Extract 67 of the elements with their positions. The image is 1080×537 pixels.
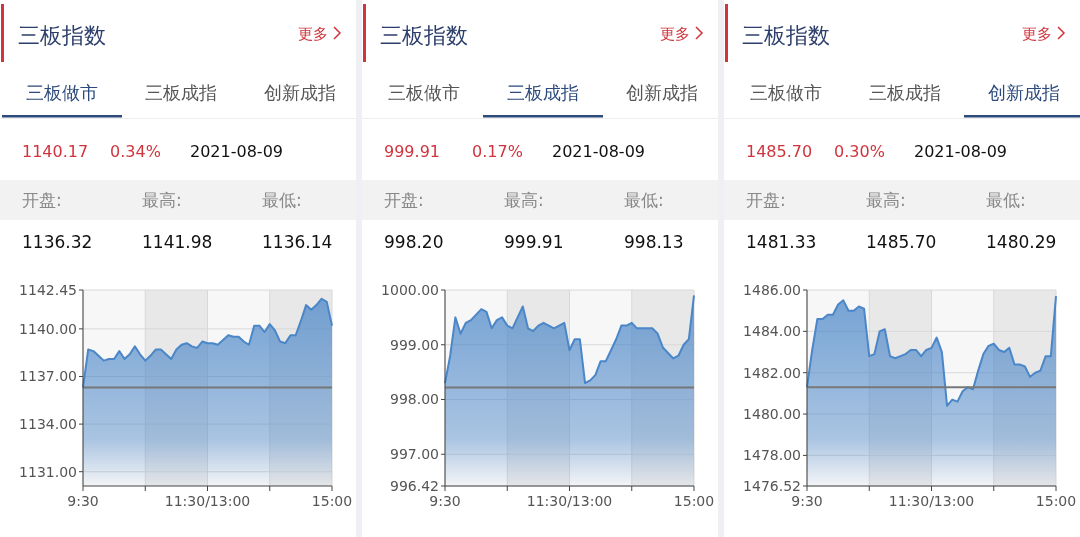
x-tick-label: 15:00	[1035, 493, 1077, 509]
text: 最低:	[262, 190, 302, 210]
text: 1480.29	[986, 232, 1057, 252]
x-tick-label: 11:30/13:00	[888, 493, 975, 509]
text: 0.34%	[110, 142, 161, 161]
text: 开盘:	[746, 190, 786, 210]
text: 更多	[1022, 25, 1052, 43]
chart-title: 三板指数	[18, 23, 106, 48]
text: 0.30%	[834, 142, 885, 161]
text: 2021-08-09	[190, 142, 283, 161]
x-tick-label: 11:30/13:00	[526, 493, 613, 509]
text: 0.17%	[472, 142, 523, 161]
text: 1141.98	[142, 232, 213, 252]
text: 998.20	[384, 232, 444, 252]
y-tick-label: 996.42	[390, 478, 439, 494]
y-tick-label: 999.00	[390, 336, 439, 353]
text: 999.91	[384, 142, 440, 161]
text: 创新成指	[264, 82, 336, 103]
x-tick-label: 15:00	[311, 493, 353, 509]
x-tick-label: 9:30	[429, 493, 461, 509]
y-tick-label: 1478.00	[743, 447, 801, 464]
text: 1140.17	[22, 142, 89, 161]
text: 更多	[298, 25, 328, 43]
y-tick-label: 1480.00	[743, 406, 801, 423]
text: 最高:	[866, 190, 906, 210]
text: 999.91	[504, 232, 564, 252]
text: 最高:	[142, 190, 182, 210]
text: 1136.14	[262, 232, 333, 252]
text: 三板做市	[388, 82, 460, 103]
chart-title: 三板指数	[742, 23, 830, 48]
text: 创新成指	[988, 82, 1060, 103]
x-tick-label: 15:00	[673, 493, 715, 509]
y-tick-label: 998.00	[390, 391, 439, 408]
text: 998.13	[624, 232, 684, 252]
y-tick-label: 1140.00	[19, 320, 77, 337]
x-tick-label: 9:30	[67, 493, 99, 509]
text: 2021-08-09	[914, 142, 1007, 161]
y-tick-label: 1486.00	[743, 282, 801, 298]
text: 最高:	[504, 190, 544, 210]
text: 1136.32	[22, 232, 93, 252]
text: 最低:	[986, 190, 1026, 210]
y-tick-label: 1134.00	[19, 416, 77, 433]
text: 1485.70	[866, 232, 937, 252]
y-tick-label: 1142.45	[19, 282, 77, 298]
text: 三板成指	[869, 82, 941, 103]
text: 1485.70	[746, 142, 813, 161]
y-tick-label: 1000.00	[381, 282, 439, 298]
text: 三板成指	[507, 82, 579, 103]
chart-title: 三板指数	[380, 23, 468, 48]
text: 开盘:	[384, 190, 424, 210]
text: 更多	[660, 25, 690, 43]
text: 2021-08-09	[552, 142, 645, 161]
y-tick-label: 1137.00	[19, 368, 77, 385]
text: 创新成指	[626, 82, 698, 103]
y-tick-label: 1476.52	[743, 478, 801, 494]
x-tick-label: 9:30	[791, 493, 823, 509]
text: 1481.33	[746, 232, 817, 252]
y-tick-label: 997.00	[390, 446, 439, 463]
text: 三板做市	[26, 82, 98, 103]
y-tick-label: 1482.00	[743, 364, 801, 381]
text: 三板做市	[750, 82, 822, 103]
y-tick-label: 1484.00	[743, 323, 801, 340]
text: 最低:	[624, 190, 664, 210]
y-tick-label: 1131.00	[19, 463, 77, 480]
text: 三板成指	[145, 82, 217, 103]
text: 开盘:	[22, 190, 62, 210]
x-tick-label: 11:30/13:00	[164, 493, 251, 509]
